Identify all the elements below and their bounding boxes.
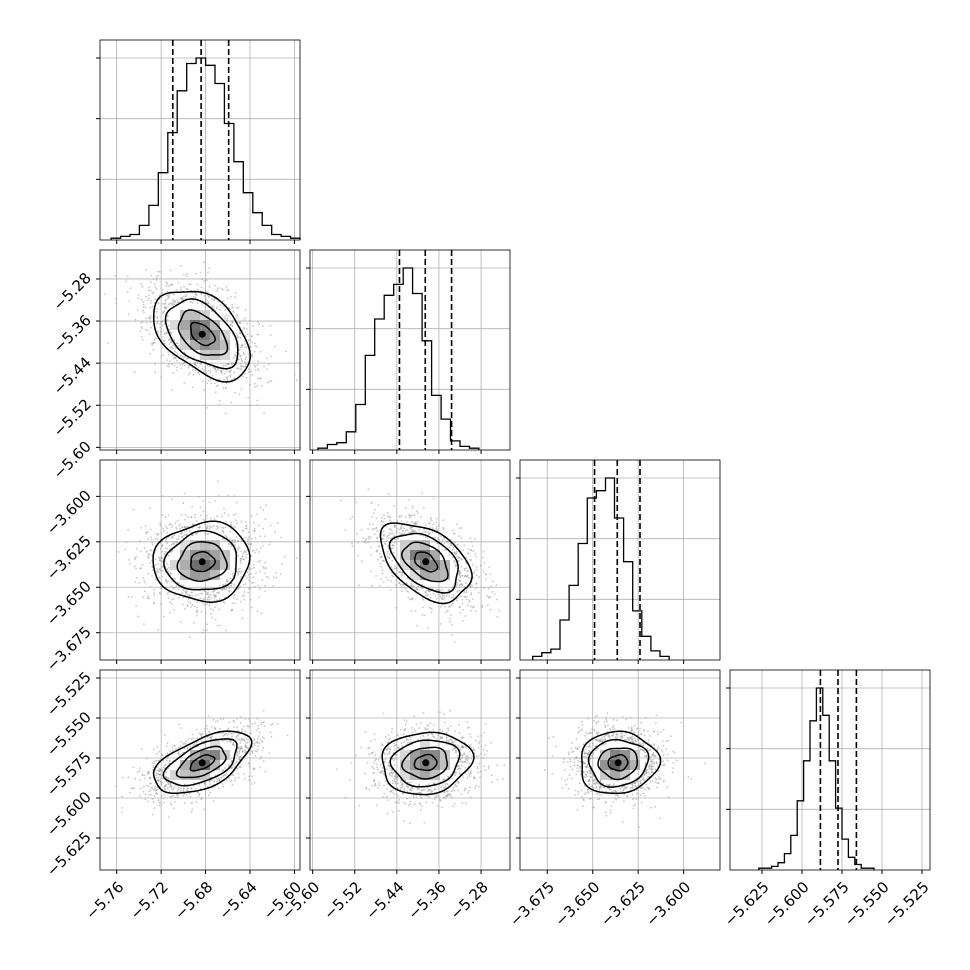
x-tick-label-0-0: −5.76	[82, 878, 127, 923]
y-tick-label-2-0: −3.675	[43, 623, 95, 675]
x-tick-label-2-2: −3.625	[597, 878, 649, 930]
contour-lines	[381, 731, 475, 796]
x-tick-label-1-4: −5.28	[447, 878, 492, 923]
contour-level-2	[388, 532, 459, 594]
contour-lines	[152, 520, 251, 603]
contour-lines	[152, 290, 251, 383]
axes-frame	[99, 669, 301, 871]
contour-level-0	[607, 754, 629, 772]
scatter-panel-2-1	[306, 459, 511, 661]
contour-level-0	[190, 321, 216, 347]
histogram-step-0	[110, 57, 301, 240]
contour-level-2	[163, 529, 238, 591]
density-peak	[198, 759, 206, 767]
y-tick-label-2-3: −3.600	[43, 487, 95, 539]
density-peak	[422, 558, 430, 566]
density-peak	[422, 759, 430, 767]
x-tick-label-2-3: −3.600	[642, 878, 694, 930]
scatter-panel-1-0	[96, 249, 301, 451]
x-tick-label-1-3: −5.36	[404, 878, 449, 923]
scatter-panel-3-1	[306, 669, 511, 871]
density-map	[170, 540, 230, 580]
histogram-panel-0	[96, 39, 301, 241]
axes-frame	[99, 39, 301, 241]
contour-level-3	[152, 730, 253, 794]
y-tick-label-1-0: −5.60	[50, 438, 95, 483]
contour-level-2	[164, 298, 239, 370]
axes-frame	[519, 459, 721, 661]
contour-level-3	[152, 520, 251, 603]
contour-level-0	[189, 754, 216, 772]
x-tick-label-3-4: −5.525	[881, 878, 933, 930]
axes-frame	[519, 669, 721, 871]
contour-level-2	[389, 739, 461, 788]
contour-level-2	[162, 738, 238, 787]
scatter-panel-3-0	[96, 669, 301, 871]
y-tick-label-1-4: −5.28	[50, 269, 95, 314]
x-tick-label-0-3: −5.64	[216, 878, 261, 923]
x-tick-labels: −5.76 −5.72 −5.68 −5.64 −5.60−5.60−5.52−5.44…	[82, 878, 933, 930]
contour-level-1	[177, 309, 229, 356]
density-peak	[198, 330, 206, 338]
histogram-step-1	[317, 267, 480, 450]
axes-frame	[309, 459, 511, 661]
x-tick-label-0-1: −5.72	[127, 878, 172, 923]
x-tick-label-2-1: −3.650	[551, 878, 603, 930]
histogram-panel-2	[516, 459, 721, 661]
x-tick-label-2-0: −3.675	[506, 878, 558, 930]
density-map	[600, 750, 640, 780]
axes-frame	[99, 459, 301, 661]
histogram-step-2	[532, 477, 670, 660]
contour-level-3	[152, 290, 251, 383]
y-tick-label-2-1: −3.650	[43, 577, 95, 629]
histogram-step-3	[758, 687, 875, 870]
scatter-points	[335, 709, 506, 824]
contour-level-2	[587, 738, 650, 788]
density-peak	[198, 558, 206, 566]
y-tick-label-1-2: −5.44	[50, 353, 95, 398]
axes-frame	[309, 669, 511, 871]
contour-level-0	[413, 753, 438, 772]
axes-frame	[309, 249, 511, 451]
contour-level-1	[176, 541, 228, 582]
contour-level-3	[381, 731, 475, 796]
histogram-panel-1	[306, 249, 511, 451]
contour-lines	[581, 730, 662, 795]
density-peak	[614, 759, 622, 767]
x-tick-label-0-2: −5.68	[171, 878, 216, 923]
panels	[96, 39, 931, 874]
scatter-panel-2-0	[96, 459, 301, 661]
y-tick-label-1-1: −5.52	[50, 395, 95, 440]
contour-level-0	[413, 551, 439, 573]
y-tick-label-2-2: −3.625	[43, 532, 95, 584]
histogram-panel-3	[726, 669, 931, 871]
x-tick-label-1-2: −5.44	[362, 878, 407, 923]
contour-level-3	[581, 730, 662, 795]
contour-level-1	[401, 541, 449, 583]
axes-frame	[99, 249, 301, 451]
y-tick-label-3-4: −5.525	[43, 668, 95, 720]
y-tick-labels: −5.60−5.52−5.44−5.36−5.28−3.675−3.650−3.…	[43, 269, 95, 880]
contour-level-1	[597, 747, 638, 781]
y-tick-label-1-3: −5.36	[50, 311, 95, 356]
contour-lines	[152, 730, 253, 794]
contour-level-1	[401, 746, 448, 780]
axes-frame	[729, 669, 931, 871]
contour-level-1	[175, 745, 227, 779]
contour-level-3	[379, 522, 473, 605]
scatter-points	[543, 712, 706, 828]
x-tick-label-1-1: −5.52	[320, 878, 365, 923]
contour-lines	[379, 522, 473, 605]
contour-level-0	[190, 551, 216, 573]
scatter-panel-3-2	[516, 669, 721, 871]
scatter-points	[340, 488, 501, 643]
